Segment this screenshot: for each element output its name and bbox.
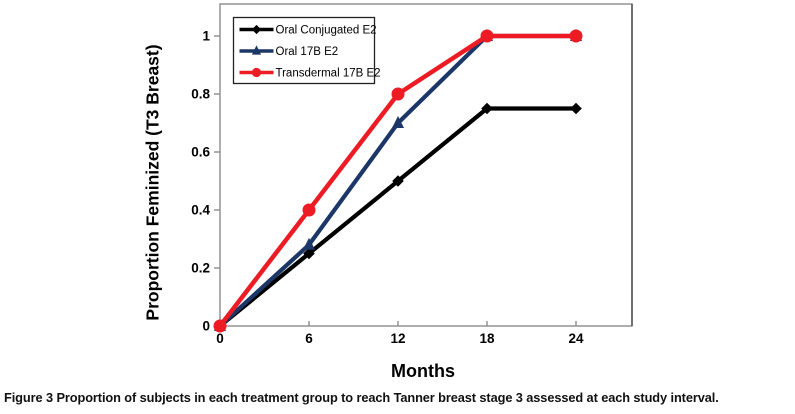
y-tick-label: 1 [202,29,210,44]
data-point-oral-conjugated-e2 [392,175,404,187]
data-point-transdermal-17b-e2 [391,87,405,101]
x-axis-title: Months [391,361,455,381]
legend-marker-oral-conjugated-e2 [251,24,262,35]
y-tick-label: 0.6 [191,145,210,160]
series-line-oral-conjugated-e2 [217,106,579,329]
y-tick-label: 0.4 [191,203,210,218]
y-tick-label: 0 [202,319,210,334]
data-point-oral-conjugated-e2 [570,102,582,115]
feminization-line-chart: 0 0.2 0.4 0.6 0.8 1 0 6 12 18 24 Oral Conjugated E2… [191,3,633,346]
x-tick-label: 0 [216,331,224,346]
data-point-oral-conjugated-e2 [481,102,493,115]
legend-marker-oral-17b-e2 [251,45,262,55]
data-point-oral-17b-e2 [303,237,315,250]
legend-label-oral-conjugated-e2: Oral Conjugated E2 [276,25,377,37]
data-point-transdermal-17b-e2 [569,29,583,43]
figure-caption-label: Figure 3 [4,390,53,405]
y-tick-label: 0.2 [191,261,210,276]
legend-marker-transdermal-17b-e2 [251,67,262,78]
figure-caption: Figure 3 Proportion of subjects in each … [4,390,792,405]
data-point-transdermal-17b-e2 [480,29,494,43]
x-tick-label: 24 [568,331,584,346]
y-tick-label: 0.8 [191,87,210,102]
data-point-oral-17b-e2 [392,116,404,128]
data-point-transdermal-17b-e2 [302,203,316,217]
legend-label-oral-17b-e2: Oral 17B E2 [276,46,339,58]
x-tick-label: 6 [305,331,313,346]
x-tick-label: 12 [390,331,405,346]
x-tick-label: 18 [479,331,495,346]
legend-label-transdermal-17b-e2: Transdermal 17B E2 [276,68,381,80]
data-point-transdermal-17b-e2 [213,319,227,333]
data-point-oral-conjugated-e2 [303,247,315,260]
figure-caption-text: Proportion of subjects in each treatment… [56,390,719,405]
